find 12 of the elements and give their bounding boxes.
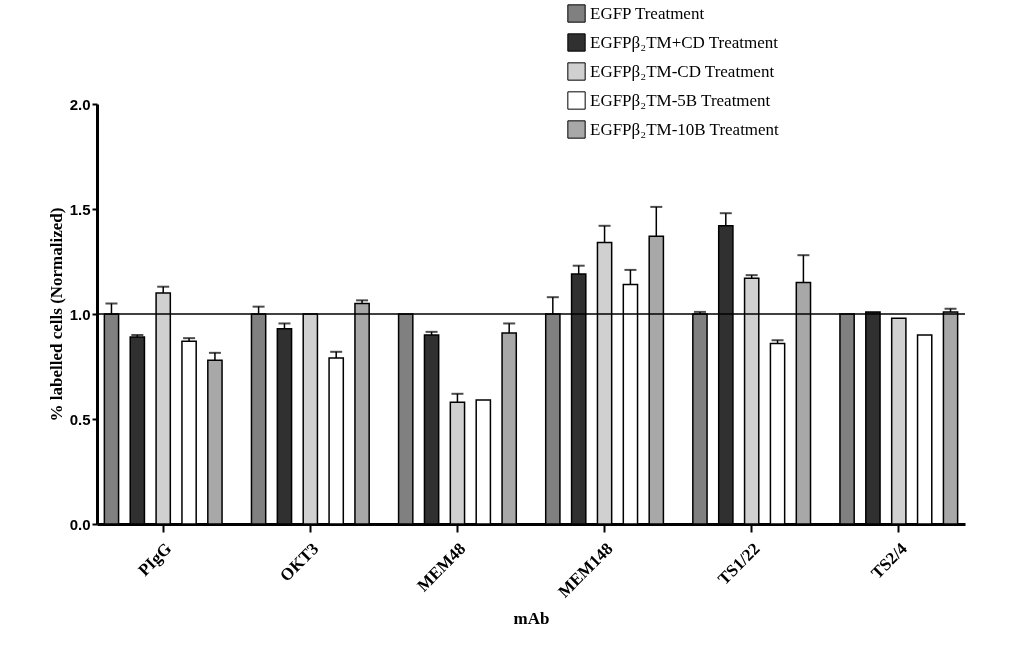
y-tick-label: 0.0 [69, 515, 91, 533]
y-tick-label: 1.0 [69, 305, 91, 323]
y-axis-title: % labelled cells (Normalized) [46, 207, 66, 422]
y-tick-label: 2.0 [69, 95, 91, 113]
legend-label: EGFPβ₂TM-5B Treatment [590, 90, 771, 110]
legend-label: EGFP Treatment [590, 3, 705, 23]
y-tick-label: 0.5 [69, 410, 91, 428]
legend-label: EGFPβ₂TM-10B Treatment [590, 119, 780, 139]
y-tick-label: 1.5 [69, 200, 91, 218]
x-axis-title: mAb [513, 608, 550, 628]
legend-label: EGFPβ₂TM-CD Treatment [590, 61, 775, 81]
legend-label: EGFPβ₂TM+CD Treatment [590, 32, 779, 52]
